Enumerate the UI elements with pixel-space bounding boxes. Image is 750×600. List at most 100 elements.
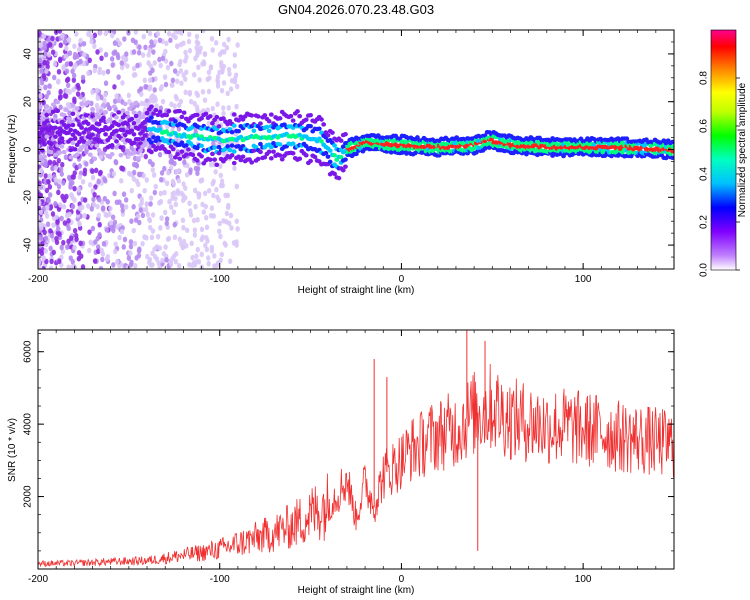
spectrogram-cell	[184, 227, 190, 234]
spectrogram-cell	[166, 169, 171, 176]
spectrogram-cell	[92, 156, 98, 162]
spectrogram-cell	[157, 109, 163, 114]
spectrogram-cell	[42, 44, 48, 51]
colorbar-gradient	[711, 30, 736, 270]
spectrogram-cell	[120, 207, 125, 214]
spectrogram-cell	[165, 64, 171, 71]
spectrogram-cell	[187, 200, 192, 207]
spectrogram-cell	[159, 215, 164, 221]
spectrogram-cell	[44, 93, 49, 100]
spectrogram-cell	[59, 136, 65, 141]
spectrogram-cell	[133, 217, 139, 223]
spectrogram-cell	[111, 171, 117, 177]
spectrogram-cell	[192, 187, 198, 194]
spectrogram-cell	[249, 160, 255, 165]
spectrogram-cell	[125, 121, 130, 127]
spectrogram-cell	[234, 242, 239, 248]
spectrogram-cell	[70, 132, 76, 137]
spectrogram-cell	[235, 226, 240, 232]
spectrogram-cell	[168, 260, 174, 267]
spectrogram-cell	[288, 113, 294, 119]
spectrogram-cell	[65, 88, 70, 94]
spectrogram-cell	[123, 197, 129, 203]
spectrogram-cell	[219, 87, 225, 94]
spectrogram-cell	[97, 170, 103, 177]
spectrogram-cell	[162, 189, 167, 196]
spectrogram-cell	[60, 193, 65, 200]
spectrogram-cell	[95, 49, 100, 55]
spectrogram-cell	[134, 162, 139, 168]
spectrogram-cell	[70, 122, 76, 128]
spectrogram-cell	[226, 105, 231, 111]
spectrogram-cell	[353, 151, 359, 157]
spectrogram-cell	[170, 77, 176, 84]
spectrogram-cell	[191, 260, 197, 266]
spectrogram-cell	[231, 123, 237, 128]
spectrogram-cell	[95, 87, 100, 94]
spectrogram-cell	[42, 50, 47, 57]
spectrogram-cell	[87, 247, 92, 254]
spectrogram-cell	[224, 218, 229, 225]
spectrogram-cell	[46, 37, 51, 43]
spectrogram-cell	[57, 150, 63, 155]
spectrogram-cell	[133, 262, 138, 269]
spectrogram-cell	[136, 49, 142, 56]
spectrogram-cell	[140, 52, 146, 58]
spectrogram-cell	[152, 189, 158, 196]
spectrogram-cell	[89, 38, 94, 45]
spectrogram-cell	[148, 115, 154, 120]
spectrogram-cell	[160, 257, 165, 264]
spectrogram-cell	[211, 192, 216, 199]
spectrogram-cell	[206, 187, 212, 194]
spectrogram-cell	[262, 155, 268, 160]
spectrogram-cell	[180, 217, 186, 224]
spectrogram-cell	[38, 130, 43, 136]
spectrogram-cell	[229, 130, 235, 135]
spectrogram-cell	[225, 192, 231, 199]
spectrogram-cell	[179, 30, 184, 34]
spectrogram-cell	[92, 191, 97, 198]
spectrogram-cell	[234, 103, 239, 110]
spectrogram-cell	[176, 177, 181, 184]
spectrogram-cell	[181, 110, 187, 115]
spectrogram-cell	[131, 169, 137, 176]
spectrogram-cell	[125, 63, 130, 69]
spectrogram-cell	[133, 100, 139, 106]
spectrogram-cell	[193, 165, 199, 172]
spectrogram-cell	[47, 41, 53, 48]
spectrogram-cell	[195, 246, 200, 253]
spectrogram-cell	[255, 114, 261, 119]
spectrogram-cell	[290, 141, 296, 146]
spectrogram-cell	[113, 248, 118, 255]
spectrogram-cell	[138, 148, 143, 153]
spectrogram-cell	[210, 47, 215, 53]
colorbar-tick-label: 0.0	[699, 263, 710, 277]
spectrogram-cell	[39, 127, 45, 132]
spectrogram-cell	[206, 69, 212, 76]
spectrogram-cell	[72, 136, 78, 141]
spectrogram-cell	[70, 203, 76, 210]
spectrogram-cell	[71, 72, 77, 79]
spectrogram-cell	[50, 165, 55, 172]
spectrogram-cell	[62, 39, 68, 46]
spectrogram-cell	[78, 37, 83, 44]
snr-plot-area	[38, 330, 674, 569]
spectrogram-cell	[99, 94, 104, 101]
spectrogram-cell	[44, 134, 50, 139]
spectrogram-cell	[170, 195, 175, 201]
spectrogram-cell	[137, 44, 142, 51]
spectrogram-cell	[129, 218, 134, 225]
spectrogram-cell	[61, 203, 67, 210]
colorbar-tick-label: 0.8	[699, 71, 710, 85]
spectrogram-cell	[206, 120, 211, 127]
spectrogram-cell	[251, 128, 257, 133]
spectrogram-cell	[74, 31, 79, 37]
spectrogram-cell	[98, 108, 104, 114]
spectrogram-cell	[143, 153, 149, 160]
spectrogram-cell	[38, 120, 41, 126]
spectrogram-cell	[103, 80, 109, 87]
spectrogram-cell	[67, 211, 72, 218]
spectrogram-cell	[147, 158, 153, 165]
spectrogram-cell	[116, 74, 121, 80]
